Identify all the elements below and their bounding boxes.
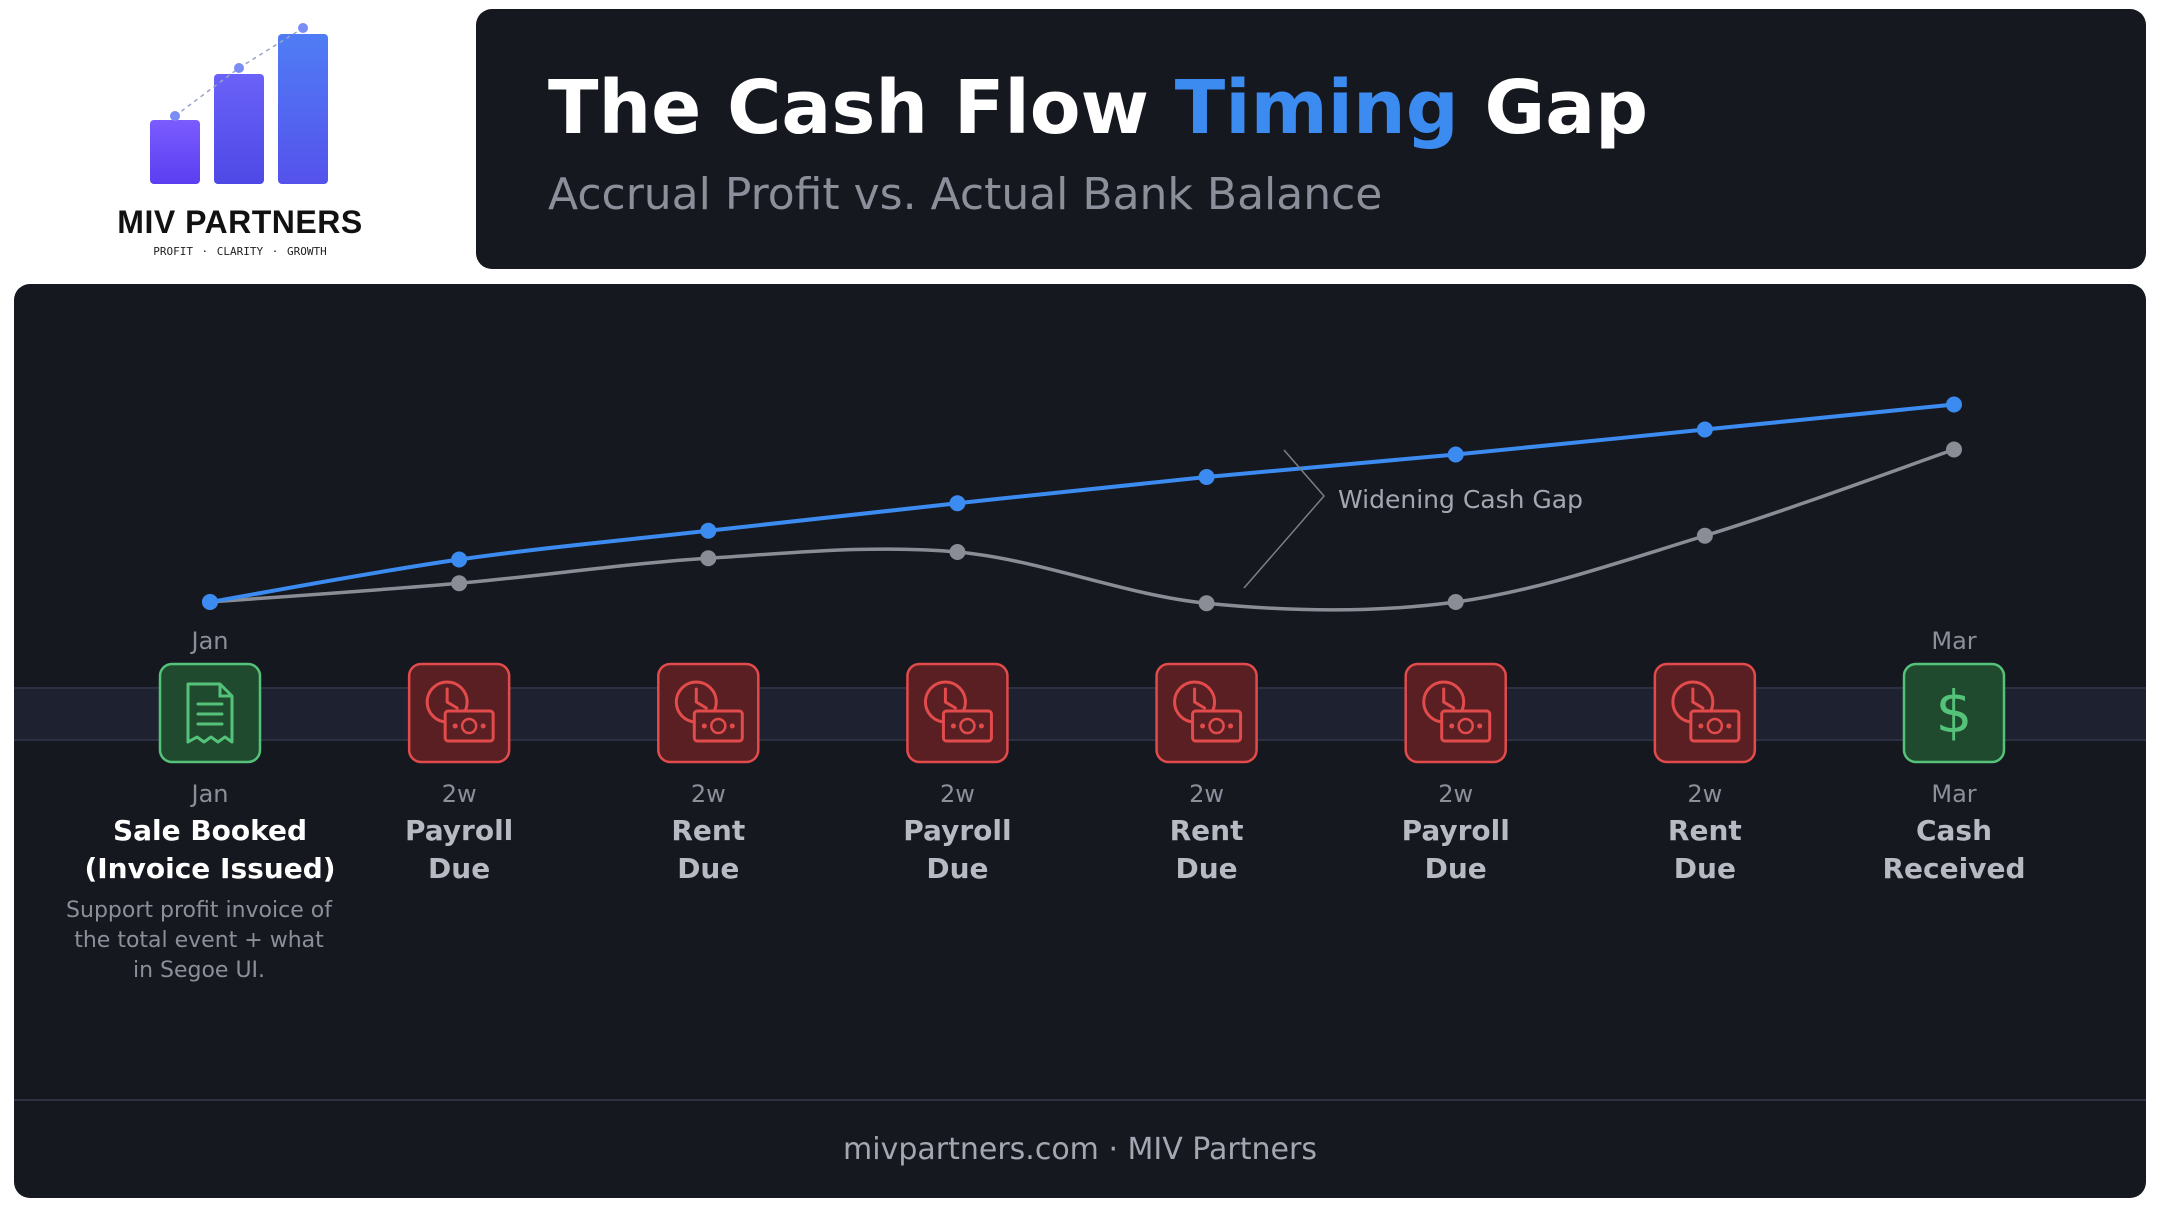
footer: mivpartners.com · MIV Partners — [843, 1132, 1317, 1167]
series-point-1-1 — [451, 575, 468, 592]
event-subtitle-5: Due — [1425, 852, 1487, 885]
clock-money-icon — [1155, 662, 1258, 764]
event-title-7: Cash — [1916, 814, 1992, 847]
event-subtitle-0: (Invoice Issued) — [84, 852, 335, 885]
clock-money-icon — [906, 662, 1009, 764]
chart-panel: Widening Cash Gap Jan Mar Jan Sale Booked (In… — [14, 284, 2146, 1198]
event-description: Support profit invoice of the total even… — [66, 898, 332, 983]
event-period-5: 2w — [1438, 780, 1473, 808]
axis-start-label: Jan — [190, 627, 229, 655]
event-subtitle-7: Received — [1882, 852, 2025, 885]
series-point-0-5 — [1447, 446, 1464, 463]
series-line-0 — [208, 402, 1956, 604]
page-title: The Cash Flow Timing Gap — [548, 65, 1649, 151]
event-period-4: 2w — [1189, 780, 1224, 808]
series-point-1-6 — [1696, 527, 1713, 544]
logo-name: MIV PARTNERS — [117, 204, 363, 240]
series-point-0-2 — [700, 522, 717, 539]
series-point-0-6 — [1696, 421, 1713, 438]
logo-tagline: PROFIT · CLARITY · GROWTH — [153, 245, 327, 258]
event-subtitle-6: Due — [1674, 852, 1736, 885]
clock-money-icon — [1404, 662, 1507, 764]
event-subtitle-3: Due — [926, 852, 988, 885]
event-period-2: 2w — [691, 780, 726, 808]
series-point-0-1 — [451, 551, 468, 568]
axis-end-label: Mar — [1931, 627, 1976, 655]
event-subtitle-2: Due — [677, 852, 739, 885]
clock-money-icon — [1653, 662, 1757, 764]
event-period-6: 2w — [1687, 780, 1722, 808]
clock-money-icon — [657, 662, 760, 764]
event-title-0: Sale Booked — [113, 814, 307, 847]
event-title-1: Payroll — [405, 814, 513, 847]
series-point-1-5 — [1447, 594, 1464, 610]
series-point-0-7 — [1946, 396, 1962, 413]
series-point-1-4 — [1198, 595, 1215, 612]
annotation-label: Widening Cash Gap — [1338, 485, 1583, 514]
event-period-1: 2w — [442, 780, 477, 808]
event-title-6: Rent — [1668, 814, 1742, 847]
series-point-0-4 — [1198, 469, 1215, 485]
timeline-chart: Widening Cash Gap Jan Mar Jan Sale Booked (In… — [14, 396, 2146, 1101]
bar-chart-logo-icon — [150, 23, 328, 184]
event-title-5: Payroll — [1402, 814, 1510, 847]
timeline-band — [14, 688, 2146, 740]
svg-text:$: $ — [1936, 678, 1973, 746]
series-point-1-7 — [1946, 441, 1962, 458]
event-title-4: Rent — [1170, 814, 1244, 847]
page-subtitle: Accrual Profit vs. Actual Bank Balance — [548, 169, 1383, 220]
logo: MIV PARTNERS PROFIT · CLARITY · GROWTH — [0, 0, 470, 280]
event-period-0: Jan — [190, 780, 229, 808]
series-point-0-0 — [202, 594, 218, 610]
clock-money-icon — [407, 662, 511, 764]
receipt-icon — [158, 662, 262, 764]
event-period-7: Mar — [1931, 780, 1976, 808]
title-panel: The Cash Flow Timing Gap Accrual Profit … — [476, 9, 2146, 269]
dollar-icon: $ — [1902, 662, 2006, 764]
annotation-leader — [1243, 449, 1325, 589]
series-point-0-3 — [949, 495, 966, 512]
series-line-1 — [208, 447, 1956, 612]
event-title-2: Rent — [671, 814, 745, 847]
series-point-1-2 — [700, 550, 717, 567]
event-period-3: 2w — [940, 780, 975, 808]
event-title-3: Payroll — [903, 814, 1011, 847]
event-subtitle-4: Due — [1175, 852, 1237, 885]
event-subtitle-1: Due — [428, 852, 490, 885]
title-highlight: Timing — [1174, 65, 1459, 151]
series-point-1-3 — [949, 544, 966, 560]
